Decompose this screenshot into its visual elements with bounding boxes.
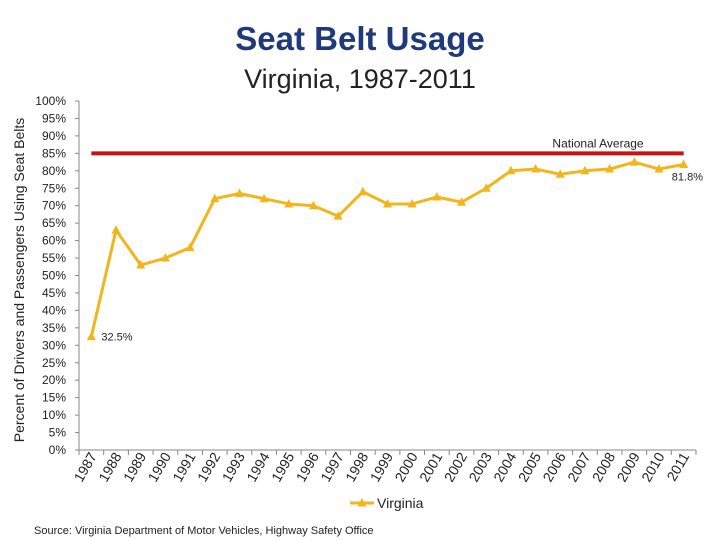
y-tick-label: 80% [42,164,66,178]
x-tick-label: 2003 [465,449,495,484]
x-tick-label: 1989 [120,449,150,484]
legend: Virginia [350,495,424,511]
data-point [481,183,491,192]
data-point [679,159,689,169]
x-tick-label: 2010 [638,449,668,484]
data-point [160,253,170,262]
x-tick-label: 2006 [539,449,569,484]
data-point [506,165,516,175]
data-point [86,331,96,341]
y-tick-label: 100% [35,94,66,108]
data-point [111,225,121,234]
data-point [555,169,565,178]
y-tick-label: 90% [42,129,66,143]
x-tick-label: 2005 [515,449,545,484]
y-tick-label: 20% [42,373,66,387]
data-point [580,165,590,175]
x-tick-label: 1998 [342,449,372,484]
x-tick-label: 1995 [268,449,298,484]
x-tick-label: 1997 [317,449,347,484]
x-tick-label: 2011 [663,449,692,483]
x-tick-label: 1991 [169,449,199,484]
data-point [259,193,269,203]
data-point [629,157,639,166]
data-label: 81.8% [672,172,703,184]
data-point [210,193,220,203]
data-point [234,188,244,197]
y-tick-label: 10% [42,408,66,422]
x-tick-label: 1990 [145,449,175,484]
data-point [333,211,343,220]
source-note: Source: Virginia Department of Motor Veh… [34,525,374,537]
national-average-label: National Average [552,136,644,150]
x-tick-label: 1999 [367,449,397,484]
chart-title: Seat Belt Usage [235,20,485,57]
y-tick-label: 15% [42,391,66,405]
y-tick-label: 60% [42,234,66,248]
y-tick-label: 75% [42,181,66,195]
data-point [284,198,294,208]
data-point [457,197,467,206]
y-tick-label: 35% [42,321,66,335]
data-point [383,198,392,208]
national-average-line: National Average [91,136,684,156]
y-tick-label: 40% [42,303,66,317]
data-point [407,198,417,208]
x-tick-label: 2009 [613,449,643,484]
y-tick-label: 30% [42,338,66,352]
x-tick-label: 1987 [71,449,101,484]
x-tick-label: 2008 [589,449,619,484]
y-tick-label: 5% [49,426,67,440]
x-tick-label: 1996 [293,449,323,484]
data-point [358,186,368,196]
legend-swatch-marker [357,498,367,507]
y-tick-label: 65% [42,216,66,230]
data-point [654,164,664,173]
x-tick-label: 2002 [441,449,471,484]
series-line [89,160,684,337]
data-annotations: 32.5% 81.8% [101,172,703,344]
data-point [605,164,615,173]
y-tick-label: 55% [42,251,66,265]
data-point [432,191,442,201]
data-label: 32.5% [101,332,132,344]
y-tick-label: 45% [42,286,66,300]
y-axis: 0% 5% 10% 15% 20% 25% 30% 35% 40% 45% 50% 55% 60% 65%… [35,94,79,457]
x-tick-label: 1994 [243,449,273,484]
y-tick-label: 50% [42,269,66,283]
y-tick-label: 25% [42,356,66,370]
chart-subtitle: Virginia, 1987-2011 [244,64,476,94]
x-tick-label: 2001 [416,449,446,484]
x-tick-label: 1992 [194,449,224,484]
y-tick-label: 0% [49,443,67,457]
x-tick-label: 1988 [95,449,125,484]
y-tick-label: 70% [42,199,66,213]
x-tick-label: 2000 [391,449,421,484]
series-virginia [86,157,689,341]
y-tick-label: 85% [42,146,66,160]
x-axis: 1987198819891990199119921993199419951996… [71,449,697,484]
x-tick-label: 2004 [490,449,520,484]
data-point [136,260,146,269]
data-point [308,200,318,210]
legend-label: Virginia [377,495,424,511]
y-tick-label: 95% [42,111,66,125]
data-point [185,242,195,252]
x-tick-label: 1993 [219,449,249,484]
data-point [531,164,541,173]
x-tick-label: 2007 [564,449,594,484]
